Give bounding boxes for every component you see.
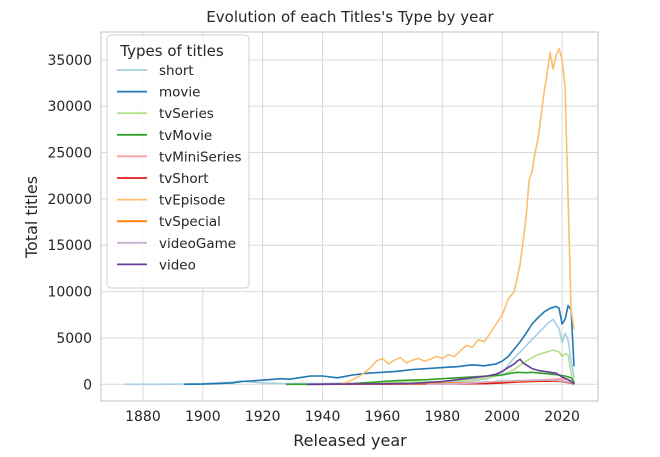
- x-tick-label: 1920: [245, 409, 281, 425]
- y-tick-label: 15000: [47, 238, 92, 254]
- y-tick-labels: 0 5000 10000 15000 20000 25000 30000 35000: [47, 53, 92, 393]
- legend-label-tvSeries: tvSeries: [159, 106, 214, 122]
- x-axis-title: Released year: [293, 431, 407, 450]
- series-line-tvEpisode: [339, 47, 575, 386]
- series-line-videoGame: [426, 379, 575, 386]
- y-tick-label: 10000: [47, 285, 92, 301]
- chart-title: Evolution of each Titles's Type by year: [206, 8, 494, 26]
- x-tick-label: 1960: [365, 409, 401, 425]
- y-tick-label: 25000: [47, 146, 92, 162]
- x-tick-label: 2000: [484, 409, 520, 425]
- legend-label-tvEpisode: tvEpisode: [159, 193, 225, 209]
- x-tick-labels: 1880 1900 1920 1940 1960 1980 2000 2020: [125, 409, 580, 425]
- y-axis-title: Total titles: [22, 176, 41, 259]
- x-tick-label: 1940: [305, 409, 341, 425]
- legend-box: [106, 34, 250, 289]
- series-lines: [124, 47, 575, 386]
- legend-label-short: short: [159, 63, 194, 79]
- legend: Types of titles short movie tvSeries tvMovi…: [106, 34, 250, 289]
- legend-label-movie: movie: [159, 85, 200, 101]
- legend-label-tvSpecial: tvSpecial: [159, 214, 221, 230]
- y-tick-label: 0: [83, 377, 92, 393]
- legend-label-video: video: [159, 257, 196, 273]
- y-tick-label: 5000: [56, 331, 92, 347]
- series-line-movie: [184, 304, 575, 386]
- x-tick-label: 2020: [544, 409, 580, 425]
- x-tick-label: 1980: [424, 409, 460, 425]
- legend-label-tvMovie: tvMovie: [159, 128, 212, 144]
- x-tick-label: 1900: [185, 409, 221, 425]
- plot-frame: [100, 31, 599, 402]
- legend-label-videoGame: videoGame: [159, 236, 236, 252]
- legend-items: short movie tvSeries tvMovie tvMiniSeries tvS…: [117, 63, 242, 273]
- series-line-video: [306, 358, 575, 386]
- legend-label-tvShort: tvShort: [159, 171, 209, 187]
- x-tick-label: 1880: [125, 409, 161, 425]
- legend-label-tvMiniSeries: tvMiniSeries: [159, 149, 242, 165]
- legend-title: Types of titles: [119, 42, 224, 60]
- y-tick-label: 20000: [47, 192, 92, 208]
- series-line-tvSeries: [336, 349, 575, 386]
- y-tick-label: 30000: [47, 99, 92, 115]
- y-tick-label: 35000: [47, 53, 92, 69]
